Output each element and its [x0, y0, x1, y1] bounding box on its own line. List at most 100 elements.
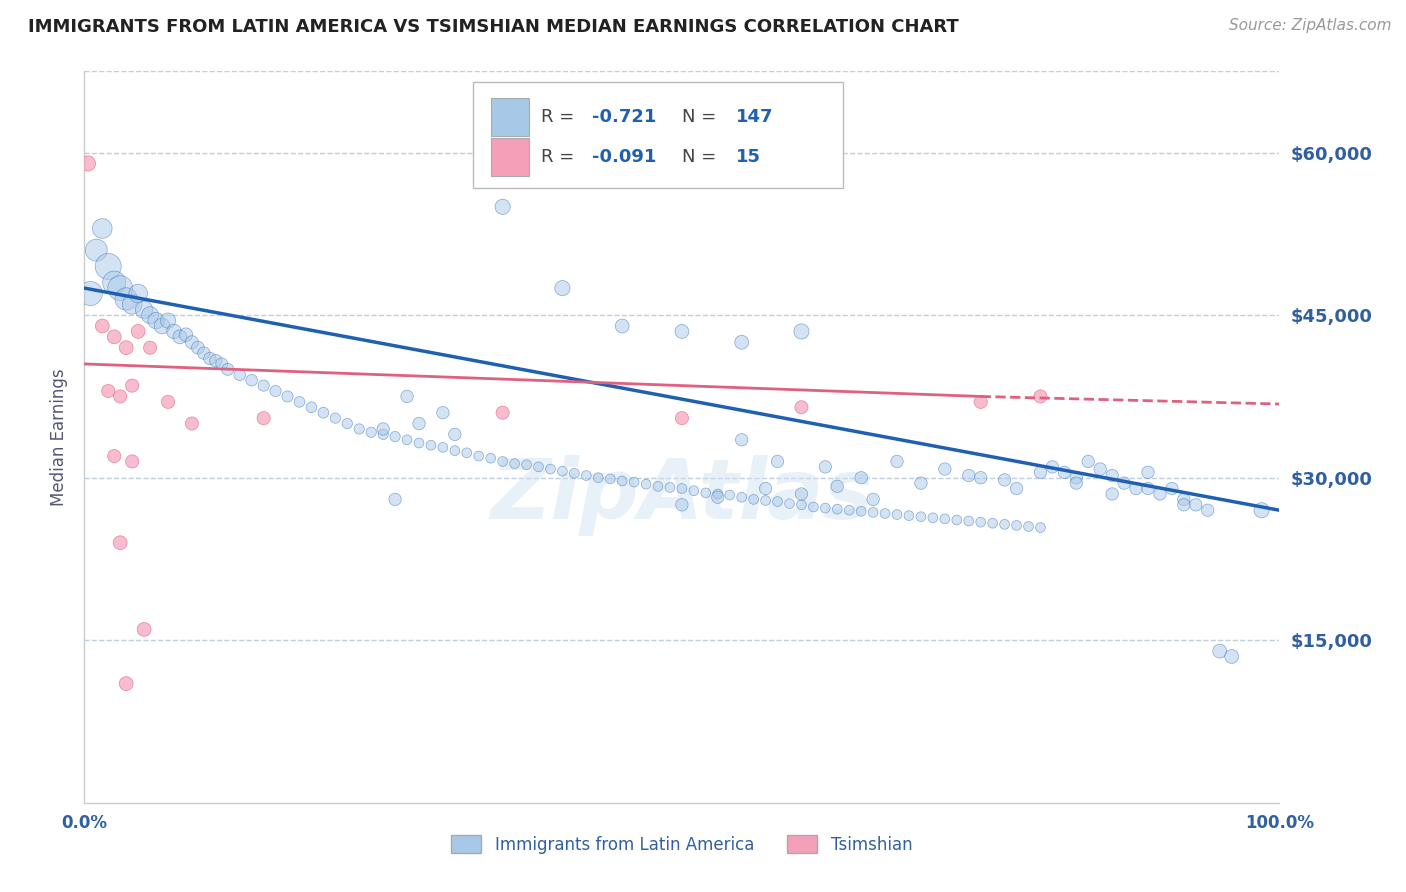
- Point: [612, 318, 634, 333]
- Y-axis label: Median Earnings: Median Earnings: [51, 368, 69, 506]
- Point: [790, 401, 813, 415]
- Point: [127, 325, 149, 339]
- Point: [1042, 459, 1064, 474]
- Point: [779, 497, 801, 511]
- Point: [946, 513, 969, 527]
- Point: [288, 395, 311, 409]
- Point: [957, 514, 980, 528]
- Point: [934, 512, 956, 526]
- Point: [970, 471, 993, 485]
- Point: [444, 427, 467, 442]
- Point: [91, 318, 114, 333]
- Legend: Immigrants from Latin America, Tsimshian: Immigrants from Latin America, Tsimshian: [444, 829, 920, 860]
- Text: -0.721: -0.721: [592, 109, 657, 127]
- FancyBboxPatch shape: [491, 138, 529, 176]
- Point: [766, 494, 789, 508]
- Point: [187, 341, 209, 355]
- Point: [115, 292, 138, 306]
- Text: 15: 15: [735, 148, 761, 166]
- Point: [910, 509, 932, 524]
- Point: [79, 286, 101, 301]
- Point: [157, 313, 180, 327]
- Text: IMMIGRANTS FROM LATIN AMERICA VS TSIMSHIAN MEDIAN EARNINGS CORRELATION CHART: IMMIGRANTS FROM LATIN AMERICA VS TSIMSHI…: [28, 18, 959, 36]
- Point: [1005, 518, 1028, 533]
- Text: R =: R =: [541, 148, 574, 166]
- Point: [336, 417, 359, 431]
- Point: [456, 446, 478, 460]
- Point: [1250, 503, 1272, 517]
- Point: [1149, 487, 1171, 501]
- Point: [396, 433, 419, 447]
- Point: [886, 508, 908, 522]
- Point: [86, 243, 108, 257]
- Text: -0.091: -0.091: [592, 148, 657, 166]
- Point: [181, 417, 204, 431]
- Point: [157, 395, 180, 409]
- Text: 147: 147: [735, 109, 773, 127]
- Point: [174, 327, 197, 342]
- Point: [1173, 498, 1195, 512]
- Point: [827, 479, 849, 493]
- Point: [755, 493, 778, 508]
- Point: [1220, 649, 1243, 664]
- Point: [121, 378, 143, 392]
- Point: [671, 325, 693, 339]
- Point: [181, 335, 204, 350]
- Text: R =: R =: [541, 109, 574, 127]
- Point: [1029, 465, 1052, 479]
- Point: [492, 454, 515, 468]
- Point: [1125, 482, 1147, 496]
- Point: [599, 472, 621, 486]
- Point: [731, 490, 754, 504]
- Point: [551, 281, 574, 295]
- Point: [492, 200, 515, 214]
- Point: [103, 330, 125, 344]
- Point: [115, 341, 138, 355]
- Point: [97, 384, 120, 398]
- Text: Source: ZipAtlas.com: Source: ZipAtlas.com: [1229, 18, 1392, 33]
- Point: [898, 508, 921, 523]
- Point: [790, 325, 813, 339]
- Point: [790, 487, 813, 501]
- Point: [97, 260, 120, 274]
- Point: [707, 490, 730, 504]
- Point: [349, 422, 371, 436]
- Point: [145, 313, 167, 327]
- Point: [211, 357, 233, 371]
- Point: [1137, 482, 1160, 496]
- Point: [127, 286, 149, 301]
- Point: [922, 511, 945, 525]
- Point: [1029, 520, 1052, 534]
- Point: [110, 535, 132, 549]
- Point: [934, 462, 956, 476]
- Point: [468, 449, 491, 463]
- Point: [875, 507, 897, 521]
- Point: [115, 676, 138, 690]
- Point: [718, 488, 741, 502]
- Point: [636, 477, 658, 491]
- Point: [264, 384, 287, 398]
- FancyBboxPatch shape: [491, 98, 529, 136]
- Point: [970, 515, 993, 529]
- Point: [277, 389, 299, 403]
- Point: [444, 443, 467, 458]
- Point: [838, 503, 860, 517]
- Point: [707, 487, 730, 501]
- Point: [970, 395, 993, 409]
- Point: [217, 362, 239, 376]
- Text: N =: N =: [682, 109, 716, 127]
- Point: [1173, 492, 1195, 507]
- Point: [1077, 454, 1099, 468]
- Point: [396, 389, 419, 403]
- Point: [253, 411, 276, 425]
- Point: [862, 505, 884, 519]
- Point: [1029, 389, 1052, 403]
- Point: [671, 482, 693, 496]
- Point: [193, 346, 215, 360]
- Point: [910, 476, 932, 491]
- Point: [198, 351, 221, 366]
- Point: [121, 454, 143, 468]
- Point: [1185, 498, 1208, 512]
- Point: [1018, 519, 1040, 533]
- Point: [564, 467, 586, 481]
